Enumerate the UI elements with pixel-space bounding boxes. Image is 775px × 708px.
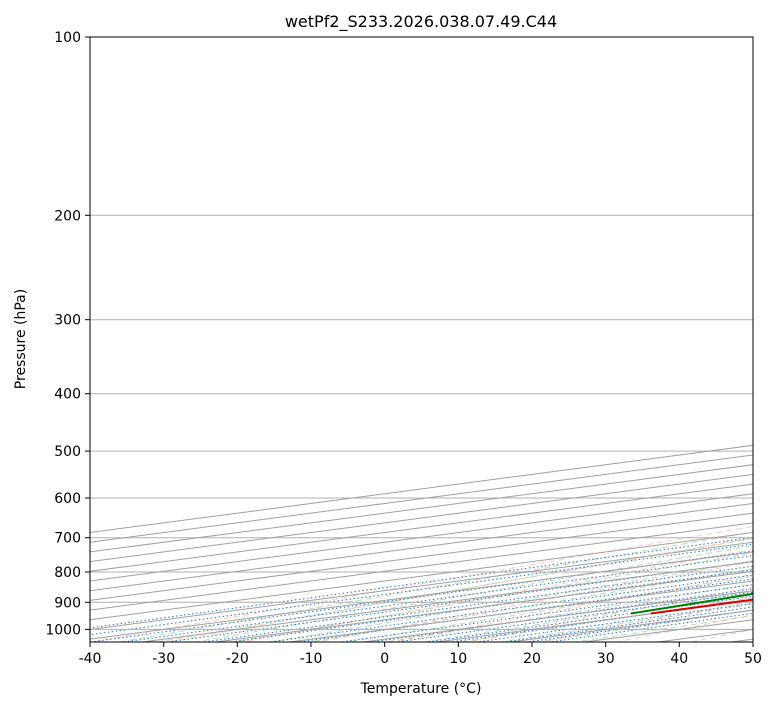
dry-adiabat-line: [240, 549, 753, 642]
moist-adiabat-line: [267, 560, 753, 642]
isotherm-line: [90, 464, 753, 553]
x-tick-label: 0: [380, 651, 389, 667]
moist-adiabat-line: [382, 583, 753, 642]
y-tick-label: 300: [54, 313, 81, 329]
dry-adiabat-line: [314, 561, 753, 642]
y-tick-label: 700: [54, 531, 81, 547]
moist-adiabat-line: [305, 568, 753, 642]
x-tick-label: -40: [79, 651, 102, 667]
isotherm-line: [90, 541, 753, 630]
x-tick-label: 50: [744, 651, 762, 667]
isotherm-line: [90, 512, 753, 601]
x-tick-label: -30: [152, 651, 175, 667]
isotherm-line: [90, 502, 753, 592]
plot-frame: [89, 36, 754, 643]
dry-adiabat-line: [464, 586, 753, 642]
moist-adiabat-line: [191, 544, 753, 642]
x-tick-label: 20: [523, 651, 541, 667]
moist-adiabat-line: [229, 552, 753, 642]
isotherm-line: [90, 483, 753, 572]
moist-adiabat-line: [495, 603, 753, 642]
x-tick-label: -20: [226, 651, 249, 667]
y-axis-label: Pressure (hPa): [13, 289, 29, 389]
y-tick-label: 500: [54, 444, 81, 460]
isotherm-lines: [90, 444, 753, 642]
y-tick-label: 600: [54, 491, 81, 507]
moist-adiabat-line: [344, 576, 753, 642]
moist-adiabat-line: [420, 590, 753, 642]
chart-title: wetPf2_S233.2026.038.07.49.C44: [285, 12, 557, 32]
y-tick-label: 1000: [45, 622, 81, 638]
y-tick-label: 400: [54, 387, 81, 403]
x-axis-label: Temperature (°C): [360, 681, 482, 697]
dry-adiabat-line: [90, 525, 753, 642]
x-tick-label: -10: [300, 651, 323, 667]
isotherm-line: [90, 522, 753, 611]
plot-area: [90, 37, 753, 642]
x-tick-label: 10: [449, 651, 467, 667]
isotherm-line: [90, 532, 753, 621]
y-tick-label: 900: [54, 595, 81, 611]
dry-adiabat-line: [538, 600, 753, 642]
background-lines: [90, 37, 753, 642]
x-tick-label: 30: [597, 651, 615, 667]
dry-adiabats: [90, 525, 753, 642]
x-tick-label: 40: [670, 651, 688, 667]
x-axis: -40 -30 -20 -10 0 10 20 30 40 50: [79, 642, 762, 667]
isotherm-line: [90, 493, 753, 582]
y-tick-label: 800: [54, 565, 81, 581]
isotherm-line: [90, 473, 753, 563]
y-tick-label: 200: [54, 208, 81, 224]
y-axis: 1000 900 800 700 600 500 400 300 200 100: [45, 30, 90, 638]
y-tick-label: 100: [54, 30, 81, 46]
